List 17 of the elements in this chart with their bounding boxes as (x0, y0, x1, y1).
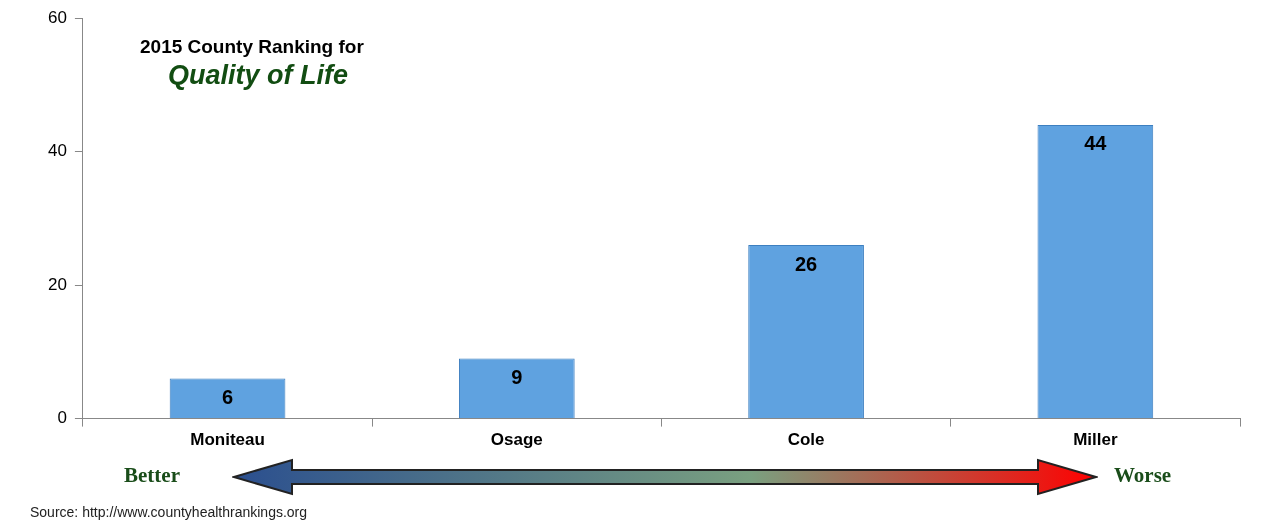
x-tick-label: Miller (1073, 430, 1118, 450)
source-note: Source: http://www.countyhealthrankings.org (30, 504, 308, 520)
text: Better (124, 463, 180, 488)
x-tick-label: Cole (787, 430, 825, 450)
text: 2015 County Ranking for (140, 36, 364, 58)
data-label: 26 (794, 252, 818, 275)
text: Quality of Life (168, 60, 349, 91)
y-tick-label: 60 (47, 7, 67, 27)
data-label: 44 (1084, 132, 1108, 155)
y-tick-label: 0 (57, 408, 67, 428)
data-label: 6 (221, 386, 234, 409)
y-tick-label: 20 (47, 274, 67, 294)
text: Worse (1114, 463, 1172, 488)
x-tick-label: Osage (490, 430, 543, 450)
x-tick-label: Moniteau (190, 430, 265, 450)
data-label: 9 (511, 366, 523, 389)
y-tick-label: 40 (47, 141, 67, 161)
